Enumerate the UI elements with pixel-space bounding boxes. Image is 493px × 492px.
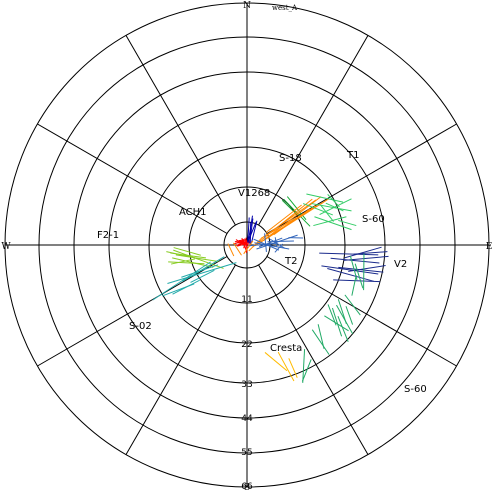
data-segment xyxy=(172,257,214,268)
compass-south: S xyxy=(244,483,250,492)
radial-tick-label: 66 xyxy=(241,482,253,492)
data-segment xyxy=(338,219,357,227)
data-segment xyxy=(242,241,249,246)
radial-tick-label: 22 xyxy=(241,340,252,350)
data-segment xyxy=(190,269,215,283)
data-segment xyxy=(253,238,280,251)
compass-west: W xyxy=(1,242,11,252)
data-segment xyxy=(248,236,263,252)
grid-spoke xyxy=(37,256,228,367)
data-segment xyxy=(281,199,317,225)
data-segment xyxy=(325,202,344,212)
grid-spoke xyxy=(258,35,369,226)
data-segment xyxy=(301,359,312,382)
data-segment xyxy=(277,351,295,382)
group-label-s02: S-02 xyxy=(129,321,152,332)
data-segments xyxy=(152,193,389,383)
data-segment xyxy=(311,203,352,212)
data-segment xyxy=(351,274,357,296)
compass-north: N xyxy=(243,1,251,11)
data-segment xyxy=(302,349,306,383)
group-label-t2: T2 xyxy=(284,256,297,267)
data-segment xyxy=(152,261,211,301)
data-segment xyxy=(344,294,361,316)
data-segment xyxy=(168,261,205,265)
data-segment xyxy=(243,242,246,249)
data-segment xyxy=(327,267,374,282)
data-segment xyxy=(353,251,388,255)
grid-spoke xyxy=(266,256,457,367)
data-segment xyxy=(330,257,380,264)
data-segment xyxy=(327,194,340,208)
data-segment xyxy=(331,307,343,337)
group-label-v1268: V1268 xyxy=(238,188,270,199)
data-segment xyxy=(264,233,267,253)
data-segment xyxy=(337,315,349,342)
data-segment xyxy=(313,216,347,227)
group-label-f21: F2-1 xyxy=(97,230,119,241)
data-segment xyxy=(321,265,379,275)
data-segment xyxy=(319,252,379,256)
data-segment xyxy=(247,217,250,243)
radial-tick-label: 11 xyxy=(241,295,252,305)
data-segment xyxy=(242,239,251,243)
data-segment xyxy=(173,247,201,256)
data-segment xyxy=(182,256,225,282)
data-segment xyxy=(311,329,330,355)
data-segment xyxy=(273,208,310,236)
grid-spoke xyxy=(266,123,457,234)
data-segment xyxy=(288,358,298,378)
group-label-cresta: Cresta xyxy=(270,343,302,354)
data-segment xyxy=(258,237,283,248)
data-segment xyxy=(250,220,258,244)
radial-tick-label: 33 xyxy=(241,380,252,390)
data-segment xyxy=(269,238,286,249)
group-label-s18: S-18 xyxy=(279,153,302,164)
data-segment xyxy=(265,204,302,233)
data-segment xyxy=(354,263,364,289)
radial-tick-label: 44 xyxy=(241,414,253,424)
group-label-ach1: ACH1 xyxy=(179,207,207,218)
data-segment xyxy=(274,243,283,253)
data-segment xyxy=(233,242,242,256)
data-segment xyxy=(248,221,257,241)
data-segment xyxy=(317,324,325,349)
grid-spoke xyxy=(37,123,228,234)
data-segment xyxy=(170,258,196,265)
group-label-t1: T1 xyxy=(346,150,359,161)
data-segment xyxy=(306,193,344,203)
data-segment xyxy=(167,262,237,284)
radial-tick-label: 55 xyxy=(241,448,252,458)
group-label-s60-se: S-60 xyxy=(404,384,427,395)
data-segment xyxy=(281,199,298,215)
data-segment xyxy=(227,243,235,257)
grid-spoke xyxy=(125,264,236,455)
data-segment xyxy=(345,306,354,325)
data-segment xyxy=(314,216,352,231)
data-segment xyxy=(264,352,288,372)
data-segment xyxy=(162,283,195,297)
group-label-s60-ne: S-60 xyxy=(362,214,385,225)
data-segment xyxy=(324,315,349,332)
data-segment xyxy=(236,243,248,247)
corner-label: west_A xyxy=(272,4,298,12)
data-segment xyxy=(302,203,333,216)
grid-spoke xyxy=(258,264,369,455)
data-segment xyxy=(337,299,347,324)
group-label-v2: V2 xyxy=(394,259,407,270)
grid-spoke xyxy=(125,35,236,226)
compass-east: E xyxy=(486,242,493,252)
data-segment xyxy=(235,239,243,244)
data-segment xyxy=(175,254,219,262)
data-segment xyxy=(243,240,254,255)
